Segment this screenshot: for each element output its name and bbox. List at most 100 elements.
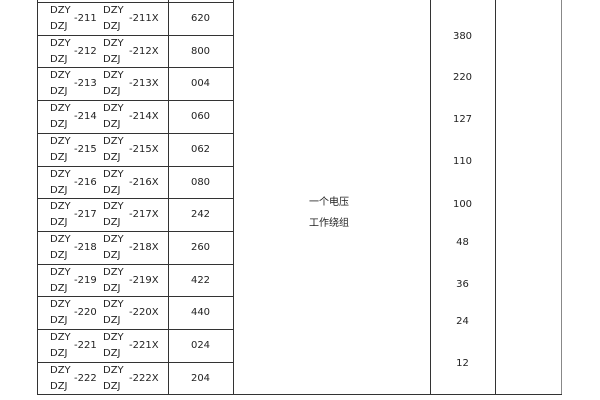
- voltage-value: 36: [456, 279, 469, 290]
- model-b2: DZJ: [103, 380, 121, 392]
- table-row: DZY DZJ -222 DZY DZJ -222X: [37, 362, 168, 395]
- voltage-value: 127: [452, 114, 473, 125]
- model-x: -215X: [129, 143, 159, 155]
- model-a1: DZY: [50, 364, 71, 376]
- model-n: -212: [74, 45, 97, 57]
- model-b2: DZJ: [103, 184, 121, 196]
- row-divider: [37, 2, 234, 3]
- table-row: DZY DZJ -221 DZY DZJ -221X: [37, 329, 168, 362]
- model-b2: DZJ: [103, 348, 121, 359]
- model-a1: DZY: [50, 5, 71, 16]
- table-row: DZY DZJ -213 DZY DZJ -213X: [37, 67, 168, 100]
- border-bottom: [37, 394, 562, 395]
- model-n: -213: [74, 78, 97, 90]
- model-a2: DZJ: [50, 282, 68, 294]
- table-row: DZY DZJ -212 DZY DZJ -212X: [37, 35, 168, 68]
- code-cell: 800: [190, 45, 211, 57]
- row-divider: [37, 263, 234, 265]
- table-row: DZY DZJ -216 DZY DZJ -216X: [37, 166, 168, 199]
- model-b1: DZY: [103, 70, 124, 82]
- model-a2: DZJ: [50, 348, 68, 359]
- model-x: -220X: [129, 307, 159, 319]
- model-b1: DZY: [103, 201, 124, 213]
- row-divider: [37, 361, 234, 363]
- row-divider: [37, 67, 234, 69]
- model-n: -218: [74, 241, 97, 253]
- row-divider: [37, 230, 234, 232]
- table-row: DZY DZJ -217 DZY DZJ -217X: [37, 198, 168, 231]
- code-cell: 260: [190, 241, 211, 253]
- model-n: -222: [74, 372, 97, 384]
- row-divider: [37, 296, 234, 298]
- row-divider: [37, 165, 234, 167]
- code-cell: 060: [190, 111, 211, 123]
- border-winding: [233, 0, 234, 395]
- model-x: -213X: [129, 78, 159, 90]
- table-row: DZY DZJ -215 DZY DZJ -215X: [37, 133, 168, 166]
- model-b1: DZY: [103, 168, 124, 180]
- table-row: DZY DZJ -218 DZY DZJ -218X: [37, 231, 168, 264]
- model-n: -221: [74, 340, 97, 351]
- model-a2: DZJ: [50, 380, 68, 392]
- model-x: -217X: [129, 209, 159, 221]
- model-b2: DZJ: [103, 315, 121, 327]
- model-b2: DZJ: [103, 119, 121, 131]
- model-b1: DZY: [103, 135, 124, 147]
- model-b1: DZY: [103, 266, 124, 278]
- model-n: -216: [74, 176, 97, 188]
- model-a1: DZY: [50, 70, 71, 82]
- code-cell: 440: [190, 307, 211, 319]
- model-x: -211X: [129, 13, 159, 24]
- voltage-value: 48: [456, 237, 469, 248]
- model-n: -211: [74, 13, 97, 24]
- model-n: -214: [74, 111, 97, 123]
- model-b2: DZJ: [103, 282, 121, 294]
- code-cell: 620: [190, 13, 211, 24]
- model-x: -216X: [129, 176, 159, 188]
- row-divider: [37, 132, 234, 134]
- model-a1: DZY: [50, 266, 71, 278]
- model-a1: DZY: [50, 299, 71, 311]
- model-a2: DZJ: [50, 86, 68, 98]
- code-cell: 242: [190, 209, 211, 221]
- model-a2: DZJ: [50, 151, 68, 163]
- row-divider: [37, 34, 234, 36]
- border-right: [561, 0, 562, 395]
- model-b2: DZJ: [103, 53, 121, 65]
- model-b2: DZJ: [103, 86, 121, 98]
- table-row: DZY DZJ -214 DZY DZJ -214X: [37, 100, 168, 133]
- table-row: DZY DZJ -220 DZY DZJ -220X: [37, 296, 168, 329]
- model-a1: DZY: [50, 332, 71, 343]
- model-n: -215: [74, 143, 97, 155]
- code-cell: 422: [190, 274, 211, 286]
- model-a2: DZJ: [50, 249, 68, 261]
- voltage-value: 220: [452, 72, 473, 83]
- model-b2: DZJ: [103, 249, 121, 261]
- model-a1: DZY: [50, 103, 71, 115]
- winding-line1: 一个电压: [309, 197, 349, 208]
- model-n: -217: [74, 209, 97, 221]
- voltage-value: 12: [456, 358, 469, 369]
- model-b1: DZY: [103, 332, 124, 343]
- code-cell: 004: [190, 78, 211, 90]
- model-x: -218X: [129, 241, 159, 253]
- model-a2: DZJ: [50, 315, 68, 327]
- model-b1: DZY: [103, 103, 124, 115]
- model-a2: DZJ: [50, 184, 68, 196]
- model-x: -222X: [129, 372, 159, 384]
- model-x: -214X: [129, 111, 159, 123]
- border-left: [37, 0, 38, 395]
- model-n: -220: [74, 307, 97, 319]
- model-b2: DZJ: [103, 217, 121, 229]
- voltage-value: 380: [452, 31, 473, 42]
- row-divider: [37, 198, 234, 200]
- model-a2: DZJ: [50, 21, 68, 32]
- winding-line2: 工作绕组: [309, 218, 349, 229]
- model-x: -219X: [129, 274, 159, 286]
- model-a1: DZY: [50, 233, 71, 245]
- code-cell: 062: [190, 143, 211, 155]
- model-b1: DZY: [103, 299, 124, 311]
- code-cell: 080: [190, 176, 211, 188]
- model-x: -212X: [129, 45, 159, 57]
- voltage-value: 110: [452, 156, 473, 167]
